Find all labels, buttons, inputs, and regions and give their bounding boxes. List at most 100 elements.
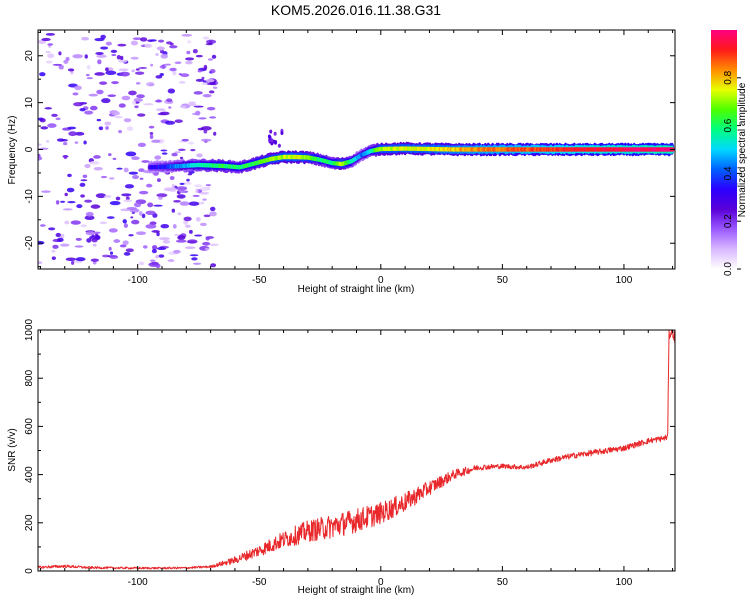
spectrogram-noise-blob	[131, 156, 140, 161]
spectrogram-feature	[273, 131, 277, 136]
spectrogram-noise-blob	[149, 259, 156, 262]
spectrogram-noise-blob	[58, 51, 62, 56]
spectrogram-noise-blob	[203, 64, 208, 70]
spectrogram-noise-blob	[192, 194, 200, 197]
spectrogram-noise-blob	[153, 204, 163, 207]
spectrogram-noise-blob	[118, 130, 122, 134]
spectrogram-noise-blob	[151, 230, 161, 233]
spectrogram-noise-blob	[178, 73, 183, 76]
spectrogram-noise-blob	[147, 202, 154, 208]
spectrogram-ridge	[147, 141, 675, 174]
spectrogram-noise-blob	[178, 189, 185, 193]
spectrogram-noise-blob	[126, 126, 134, 131]
spectrogram-noise-blob	[169, 42, 174, 46]
spectrogram-noise-blob	[138, 66, 148, 69]
spectrogram-noise-blob	[117, 43, 127, 47]
spectrogram-noise-blob	[188, 101, 196, 104]
spectrogram-noise-blob	[152, 245, 158, 250]
spectrogram-noise-blob	[135, 82, 141, 85]
spectrogram-noise-blob	[202, 198, 207, 201]
spectrogram-noise-blob	[84, 54, 88, 59]
spectrogram-noise-blob	[185, 224, 191, 228]
colorbar-tick-label: 0.4	[723, 166, 734, 180]
spectrogram-noise-blob	[138, 261, 145, 266]
spectrogram-noise-blob	[115, 196, 121, 201]
spectrogram-noise-blob	[212, 86, 218, 89]
spectrogram-noise-blob	[84, 110, 94, 115]
spectrogram-noise-blob	[167, 88, 176, 94]
spectrogram-feature	[270, 138, 274, 143]
spectrogram-noise-blob	[143, 103, 154, 106]
spectrogram-noise-blob	[121, 95, 131, 101]
spectrogram-noise-blob	[200, 126, 212, 131]
spectrogram-noise-blob	[41, 190, 51, 193]
spectrogram-noise-blob	[201, 76, 205, 80]
spectrogram-noise-blob	[119, 71, 130, 77]
spectrogram-noise-blob	[47, 43, 54, 46]
spectrogram-noise-blob	[149, 134, 154, 140]
spectrogram-noise-blob	[144, 43, 153, 49]
spectrogram-noise-blob	[134, 105, 139, 109]
colorbar-gradient	[711, 30, 737, 269]
spectrogram-ytick-label: -10	[24, 189, 35, 204]
snr-xtick-label: 0	[378, 577, 384, 588]
spectrogram-noise-blob	[168, 106, 172, 109]
spectrogram-noise-blob	[188, 170, 195, 174]
spectrogram-xtick-label: 50	[497, 275, 509, 286]
spectrogram-noise-blob	[80, 194, 85, 198]
spectrogram-noise-blob	[109, 251, 114, 255]
spectrogram-noise-blob	[110, 49, 118, 53]
colorbar-label: Normalized spectral amplitude	[737, 82, 748, 217]
spectrogram-noise-blob	[156, 247, 167, 251]
colorbar-tick-label: 0.0	[723, 262, 734, 276]
spectrogram-noise-blob	[85, 211, 94, 217]
spectrogram-noise-blob	[40, 126, 49, 130]
spectrogram-noise-blob	[92, 261, 97, 265]
spectrogram-noise-blob	[185, 60, 193, 65]
spectrogram-noise-blob	[205, 42, 213, 46]
spectrogram-noise-blob	[101, 98, 111, 104]
spectrogram-noise-blob	[96, 89, 104, 95]
spectrogram-noise-blob	[178, 234, 182, 239]
spectrogram-noise-blob	[195, 78, 205, 82]
spectrogram-noise-blob	[158, 254, 165, 258]
spectrogram-noise-blob	[155, 75, 163, 79]
spectrogram-noise-blob	[162, 240, 171, 244]
spectrogram-noise-blob	[92, 243, 97, 247]
chart-title: KOM5.2026.016.11.38.G31	[271, 2, 441, 18]
spectrogram-noise-blob	[184, 246, 196, 250]
spectrogram-noise-blob	[55, 200, 60, 205]
spectrogram-noise-blob	[38, 156, 43, 161]
spectrogram-noise-blob	[191, 257, 198, 261]
spectrogram-noise-blob	[116, 55, 121, 60]
spectrogram-xtick-label: 0	[378, 275, 384, 286]
spectrogram-noise-blob	[194, 234, 203, 237]
spectrogram-noise-blob	[73, 102, 84, 107]
spectrogram-noise-blob	[178, 148, 186, 152]
spectrogram-noise-blob	[67, 201, 76, 204]
spectrogram-noise-blob	[156, 108, 166, 112]
spectrogram-noise-blob	[79, 107, 86, 112]
spectrogram-noise-blob	[124, 184, 135, 189]
spectrogram-noise-blob	[118, 103, 126, 108]
spectrogram-noise-blob	[95, 193, 107, 199]
spectrogram-noise-blob	[86, 64, 91, 70]
spectrogram-noise-blob	[52, 63, 63, 66]
spectrogram-noise-blob	[145, 224, 157, 229]
colorbar-tick-label: 0.8	[723, 70, 734, 84]
spectrogram-noise-blob	[104, 195, 112, 198]
spectrogram-ytick-label: 10	[24, 97, 35, 109]
spectrogram-noise-blob	[200, 138, 212, 142]
spectrogram-noise-blob	[80, 179, 88, 182]
spectrogram-noise-blob	[118, 68, 129, 72]
spectrogram-noise-blob	[193, 91, 203, 95]
spectrogram-feature	[280, 130, 284, 135]
spectrogram-noise-blob	[72, 92, 79, 96]
spectrogram-noise-blob	[161, 152, 168, 155]
spectrogram-noise-blob	[202, 241, 211, 246]
snr-ytick-label: 600	[24, 418, 35, 435]
spectrogram-noise-blob	[148, 125, 155, 129]
spectrogram-noise-blob	[130, 56, 139, 60]
spectrogram-noise-blob	[136, 94, 145, 99]
spectrogram-noise-blob	[156, 178, 161, 183]
